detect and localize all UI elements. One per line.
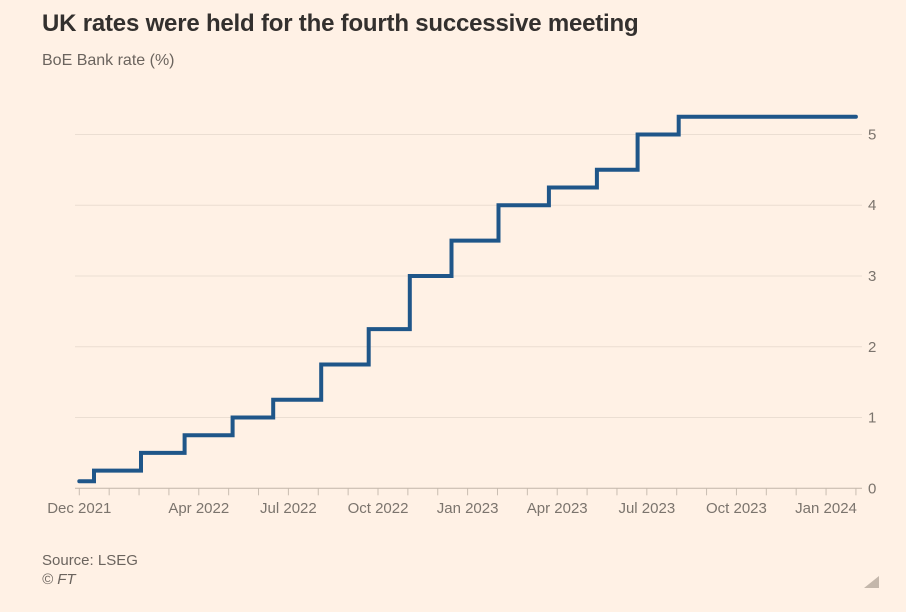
x-tick-label: Oct 2023 (706, 500, 767, 517)
rate-step-line (77, 114, 858, 484)
gridlines (75, 133, 862, 419)
x-tick-label: Dec 2021 (47, 500, 111, 517)
x-tick-label: Apr 2022 (168, 500, 229, 517)
x-tick-label: Jul 2022 (260, 500, 317, 517)
x-tick-label: Jan 2023 (437, 500, 499, 517)
chart-title: UK rates were held for the fourth succes… (42, 10, 639, 37)
y-tick-label: 0 (868, 480, 876, 497)
x-axis (75, 487, 862, 496)
x-tick-label: Jan 2024 (795, 500, 857, 517)
x-tick-label: Jul 2023 (618, 500, 675, 517)
x-axis-labels: Dec 2021 Apr 2022 Jul 2022 Oct 2022 Jan 2023… (47, 500, 857, 517)
y-tick-label: 1 (868, 410, 876, 427)
x-tick-label: Apr 2023 (527, 500, 588, 517)
x-tick-label: Oct 2022 (348, 500, 409, 517)
source-label: Source: LSEG (42, 552, 138, 569)
resize-handle-icon[interactable] (864, 576, 879, 588)
chart-subtitle: BoE Bank rate (%) (42, 52, 175, 69)
y-tick-label: 5 (868, 126, 876, 143)
y-tick-label: 2 (868, 339, 876, 356)
ft-credit-label: © FT (42, 571, 76, 588)
y-tick-label: 3 (868, 268, 876, 285)
y-tick-label: 4 (868, 197, 876, 214)
y-axis-labels: 0 1 2 3 4 5 (868, 126, 876, 497)
